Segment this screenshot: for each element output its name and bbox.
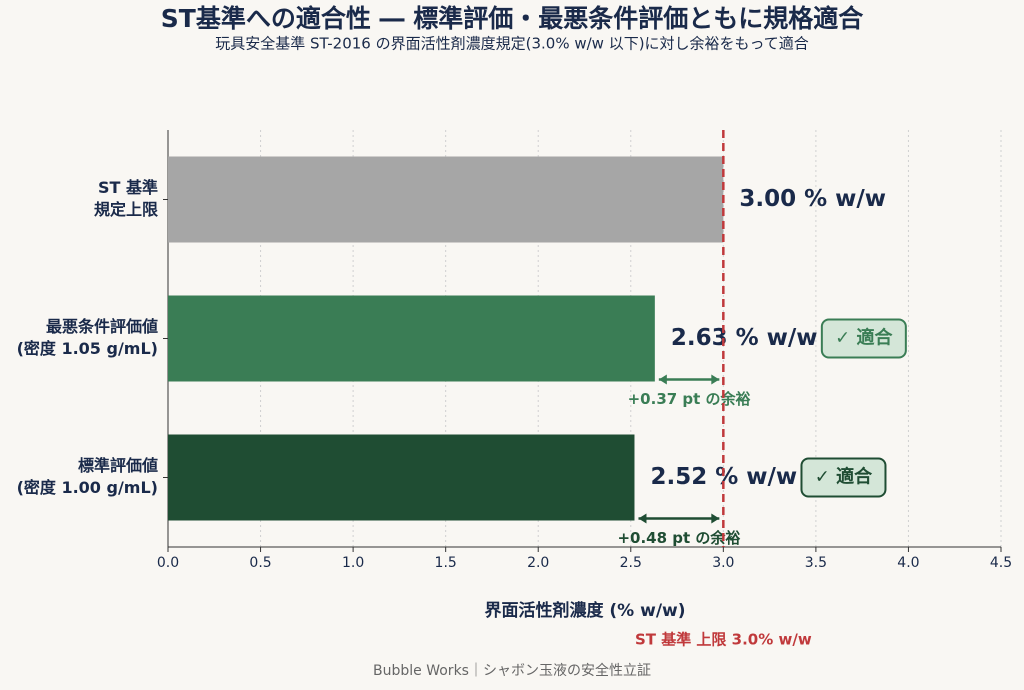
- y-tick-label: 最悪条件評価値: [46, 317, 158, 336]
- margin-label: +0.48 pt の余裕: [617, 529, 740, 547]
- y-tick-label: 標準評価値: [78, 456, 158, 475]
- badge-label: ✓ 適合: [815, 466, 873, 488]
- x-tick-label: 3.5: [805, 555, 827, 571]
- x-tick-label: 4.0: [897, 555, 919, 571]
- chart-subtitle: 玩具安全基準 ST-2016 の界面活性剤濃度規定(3.0% w/w 以下)に対…: [215, 35, 809, 53]
- x-tick-label: 1.5: [435, 555, 457, 571]
- badge: [820, 318, 907, 359]
- y-tick-label: 規定上限: [94, 200, 159, 219]
- y-tick-label: (密度 1.00 g/mL): [17, 478, 158, 497]
- x-tick-label: 3.0: [712, 555, 734, 571]
- bar: [168, 295, 655, 382]
- value-label: 3.00 % w/w: [739, 186, 886, 212]
- bar: [168, 156, 724, 243]
- y-tick-label: ST 基準: [98, 178, 158, 197]
- bar: [168, 434, 635, 521]
- badge: [800, 457, 887, 498]
- value-label: 2.63 % w/w: [671, 325, 818, 351]
- x-axis-label: 界面活性剤濃度 (% w/w): [484, 600, 685, 621]
- x-tick-label: 2.5: [620, 555, 642, 571]
- footer: Bubble Works｜シャボン玉液の安全性立証: [373, 662, 651, 679]
- x-tick-label: 2.0: [527, 555, 549, 571]
- y-tick-label: (密度 1.05 g/mL): [17, 339, 158, 358]
- threshold-label: ST 基準 上限 3.0% w/w: [635, 631, 812, 649]
- x-tick-label: 0.5: [249, 555, 271, 571]
- chart-title: ST基準への適合性 ― 標準評価・最悪条件評価ともに規格適合: [161, 4, 864, 33]
- x-tick-label: 1.0: [342, 555, 364, 571]
- badge-label: ✓ 適合: [835, 327, 893, 349]
- x-tick-label: 4.5: [990, 555, 1012, 571]
- x-tick-label: 0.0: [157, 555, 179, 571]
- margin-label: +0.37 pt の余裕: [628, 390, 751, 408]
